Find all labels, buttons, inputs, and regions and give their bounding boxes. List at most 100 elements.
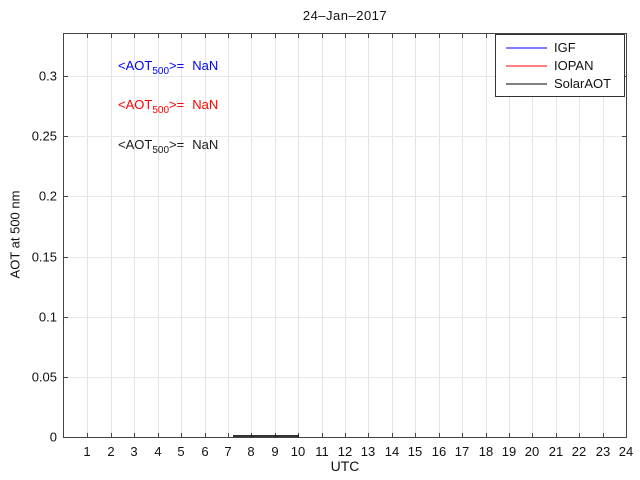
x-tick-label: 16 — [431, 444, 447, 459]
x-tick-bottom — [392, 433, 393, 437]
x-tick-label: 5 — [177, 444, 185, 459]
x-axis-label: UTC — [330, 458, 360, 474]
legend-entry-solaraot: SolarAOT — [496, 75, 624, 93]
gridline-vertical — [603, 34, 604, 437]
y-tick-right — [622, 136, 626, 137]
x-tick-bottom — [158, 433, 159, 437]
gridline-vertical — [486, 34, 487, 437]
y-tick-right — [622, 377, 626, 378]
x-tick-bottom — [603, 433, 604, 437]
x-tick-label: 14 — [384, 444, 400, 459]
y-tick-label: 0.05 — [31, 369, 57, 385]
gridline-vertical — [87, 34, 88, 437]
x-tick-top — [298, 34, 299, 38]
gridline-vertical — [439, 34, 440, 437]
gridline-vertical — [111, 34, 112, 437]
gridline-horizontal — [64, 196, 626, 197]
x-tick-bottom — [415, 433, 416, 437]
x-tick-label: 1 — [83, 444, 91, 459]
x-tick-top — [205, 34, 206, 38]
x-tick-top — [322, 34, 323, 38]
annotation-equals: >= — [169, 137, 185, 152]
x-tick-bottom — [556, 433, 557, 437]
annotation-equals: >= — [169, 58, 185, 73]
annotation-equals: >= — [169, 97, 185, 112]
x-tick-label: 12 — [337, 444, 353, 459]
x-tick-bottom — [509, 433, 510, 437]
gridline-vertical — [345, 34, 346, 437]
annotation-prefix: <AOT — [118, 58, 153, 73]
gridline-horizontal — [64, 76, 626, 77]
x-tick-label: 18 — [478, 444, 494, 459]
gridline-vertical — [579, 34, 580, 437]
x-tick-label: 3 — [130, 444, 138, 459]
plot-title: 24–Jan–2017 — [302, 8, 388, 23]
series-line-solaraot — [233, 435, 299, 437]
x-tick-bottom — [345, 433, 346, 437]
x-tick-top — [251, 34, 252, 38]
x-tick-bottom — [462, 433, 463, 437]
x-tick-bottom — [228, 433, 229, 437]
y-tick-left — [64, 76, 68, 77]
y-tick-left — [64, 136, 68, 137]
x-tick-label: 19 — [501, 444, 517, 459]
x-tick-label: 22 — [571, 444, 587, 459]
x-tick-bottom — [368, 433, 369, 437]
annotation-subscript: 500 — [152, 145, 170, 156]
legend-label: IGF — [554, 40, 576, 55]
x-tick-bottom — [134, 433, 135, 437]
gridline-vertical — [509, 34, 510, 437]
y-tick-left — [64, 437, 68, 438]
y-tick-label: 0.25 — [31, 128, 57, 144]
x-tick-label: 17 — [454, 444, 470, 459]
x-tick-label: 23 — [595, 444, 611, 459]
x-tick-top — [111, 34, 112, 38]
y-tick-right — [622, 317, 626, 318]
gridline-vertical — [415, 34, 416, 437]
annotation-prefix: <AOT — [118, 97, 153, 112]
mean-aot-annotation: <AOT500>= NaN — [118, 137, 218, 156]
y-tick-label: 0 — [49, 429, 57, 445]
legend: IGF IOPAN SolarAOT — [495, 34, 625, 97]
gridline-vertical — [251, 34, 252, 437]
gridline-horizontal — [64, 136, 626, 137]
gridline-vertical — [158, 34, 159, 437]
x-tick-label: 21 — [548, 444, 564, 459]
gridline-vertical — [134, 34, 135, 437]
x-tick-label: 6 — [201, 444, 209, 459]
x-tick-label: 15 — [407, 444, 423, 459]
x-tick-top — [439, 34, 440, 38]
x-tick-label: 9 — [271, 444, 279, 459]
y-tick-label: 0.2 — [38, 188, 57, 204]
gridline-vertical — [392, 34, 393, 437]
annotation-subscript: 500 — [152, 66, 170, 77]
gridline-vertical — [205, 34, 206, 437]
x-tick-bottom — [111, 433, 112, 437]
y-tick-label: 0.3 — [38, 68, 57, 84]
x-tick-top — [134, 34, 135, 38]
x-tick-label: 7 — [224, 444, 232, 459]
legend-line-sample — [506, 47, 547, 49]
gridline-vertical — [275, 34, 276, 437]
y-tick-label: 0.1 — [38, 309, 57, 325]
gridline-horizontal — [64, 257, 626, 258]
legend-entry-igf: IGF — [496, 39, 624, 57]
gridline-horizontal — [64, 317, 626, 318]
mean-aot-annotation: <AOT500>= NaN — [118, 97, 218, 116]
y-tick-right — [622, 196, 626, 197]
x-tick-bottom — [439, 433, 440, 437]
x-tick-bottom — [181, 433, 182, 437]
y-tick-left — [64, 317, 68, 318]
x-tick-top — [158, 34, 159, 38]
x-tick-label: 11 — [315, 444, 329, 459]
x-tick-label: 20 — [524, 444, 540, 459]
gridline-vertical — [462, 34, 463, 437]
x-tick-top — [392, 34, 393, 38]
gridline-vertical — [298, 34, 299, 437]
annotation-prefix: <AOT — [118, 137, 153, 152]
gridline-vertical — [532, 34, 533, 437]
x-tick-label: 13 — [360, 444, 376, 459]
y-tick-left — [64, 257, 68, 258]
x-tick-top — [275, 34, 276, 38]
